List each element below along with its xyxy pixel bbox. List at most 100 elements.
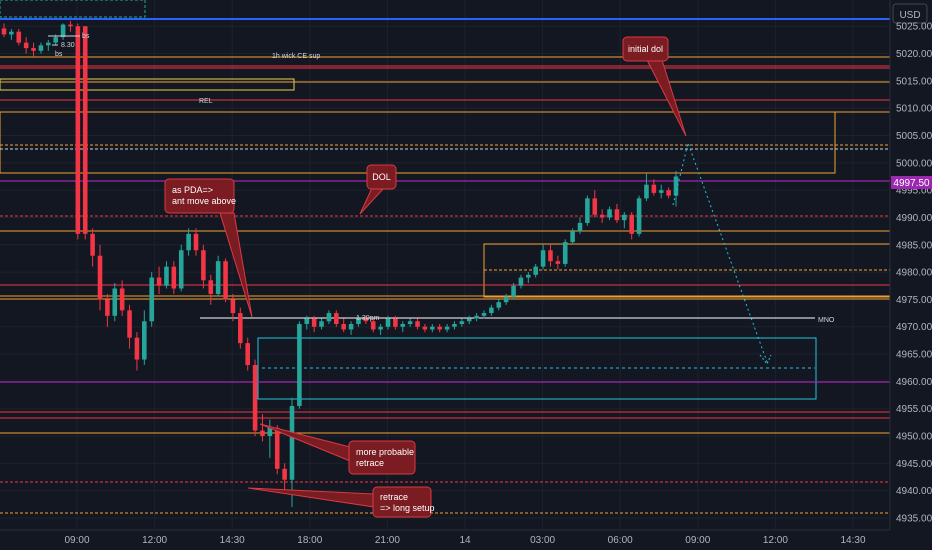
candle-body-up [496,302,502,308]
candle [540,244,546,270]
candle-body-down [208,280,214,294]
candle [489,304,494,316]
candle-body-up [673,176,679,196]
time-tick-label: 12:00 [763,535,788,546]
pda-text-line-2: ant move above [172,196,236,206]
candle [31,42,36,57]
candle-body-up [585,198,590,223]
candle [319,318,324,330]
candle [112,283,118,322]
time-tick-label: 06:00 [608,535,633,546]
price-tick-label: 4985.00 [896,240,932,251]
candle-body-up [658,190,664,193]
candle [422,324,428,333]
candle-body-down [230,299,236,314]
price-tick-label: 4990.00 [896,213,932,224]
candle-body-down [97,255,103,300]
candle [68,20,73,32]
candle [370,318,376,333]
candle [599,209,605,223]
candle-body-up [607,209,612,218]
candle [474,313,479,322]
candle-body-up [348,324,354,330]
price-tick-label: 5005.00 [896,131,932,142]
callout-box [348,440,416,475]
price-tick-label: 5015.00 [896,76,932,87]
candle [415,318,420,330]
callout-box [622,36,669,62]
candle-body-down [422,326,428,330]
candle [570,228,575,245]
time-tick-label: 14 [459,535,471,546]
current-price-tag [891,176,932,189]
candle-body-up [444,326,450,330]
price-tick-label: 4970.00 [896,322,932,333]
candle-body-down [334,313,339,325]
price-tick-label: 5025.00 [896,22,932,33]
candle [60,23,66,40]
currency-button[interactable] [892,3,928,24]
candle [46,39,51,51]
projection-path [672,141,772,365]
callout-probable-retrace[interactable]: more probable retrace [259,423,416,475]
candle-body-up [474,315,479,319]
candle [274,425,280,475]
candle-body-down [555,261,561,264]
candle-body-up [142,321,147,360]
price-tick-label: 4995.00 [896,186,932,197]
candle [238,307,243,349]
time-axis[interactable]: 09:00 12:00 14:30 18:00 21:00 14 03:00 06:00 09:… [0,529,890,546]
candle [215,255,221,297]
candle-body-up [149,277,154,322]
candle-body-down [238,313,243,344]
candle-body-down [370,321,376,330]
candle-body-down [127,310,132,338]
candle [459,318,465,327]
candle-body-up [385,318,391,327]
candle [526,272,531,284]
candle [75,23,81,240]
candle [437,324,442,333]
candle-body-up [38,45,44,51]
cyan-zone [257,337,817,400]
candle [223,258,228,303]
candle-body-down [260,430,265,437]
currency-label: USD [899,10,920,21]
probable-retrace-line-1: more probable [356,447,414,457]
candle [400,321,406,333]
price-tick-label: 4945.00 [896,459,932,470]
candle [260,414,265,442]
candle-body-up [53,37,58,43]
candle [481,310,487,319]
candle [592,190,598,218]
price-tick-label: 4935.00 [896,513,932,524]
candle [252,359,258,437]
candle [452,321,457,330]
candle [201,244,206,289]
candle [245,337,250,371]
callout-long-setup[interactable]: retrace => long setup [247,486,435,518]
candle [555,255,561,270]
candle-body-up [452,324,457,327]
candle [230,293,236,322]
time-tick-label: 12:00 [142,535,167,546]
callout-dol[interactable]: DOL [359,164,397,215]
callout-box [366,164,397,190]
candle [38,42,44,54]
candle-body-down [68,24,73,27]
candle-body-up [540,250,546,267]
candle-body-down [629,214,634,234]
candle-body-down [171,266,177,289]
callout-pda[interactable]: as PDA=> ant move above [164,178,253,318]
candle-body-up [267,427,273,437]
rel-label: REL [199,98,213,105]
callout-initial-dol[interactable]: initial dol [622,36,687,137]
candle-body-up [644,184,649,199]
candles [1,20,679,508]
candle-body-down [311,318,317,327]
candle [1,23,7,38]
candle [149,272,154,327]
price-axis[interactable]: USD 5025.005020.005015.005010.005005.005… [889,0,932,550]
candle [651,179,657,196]
